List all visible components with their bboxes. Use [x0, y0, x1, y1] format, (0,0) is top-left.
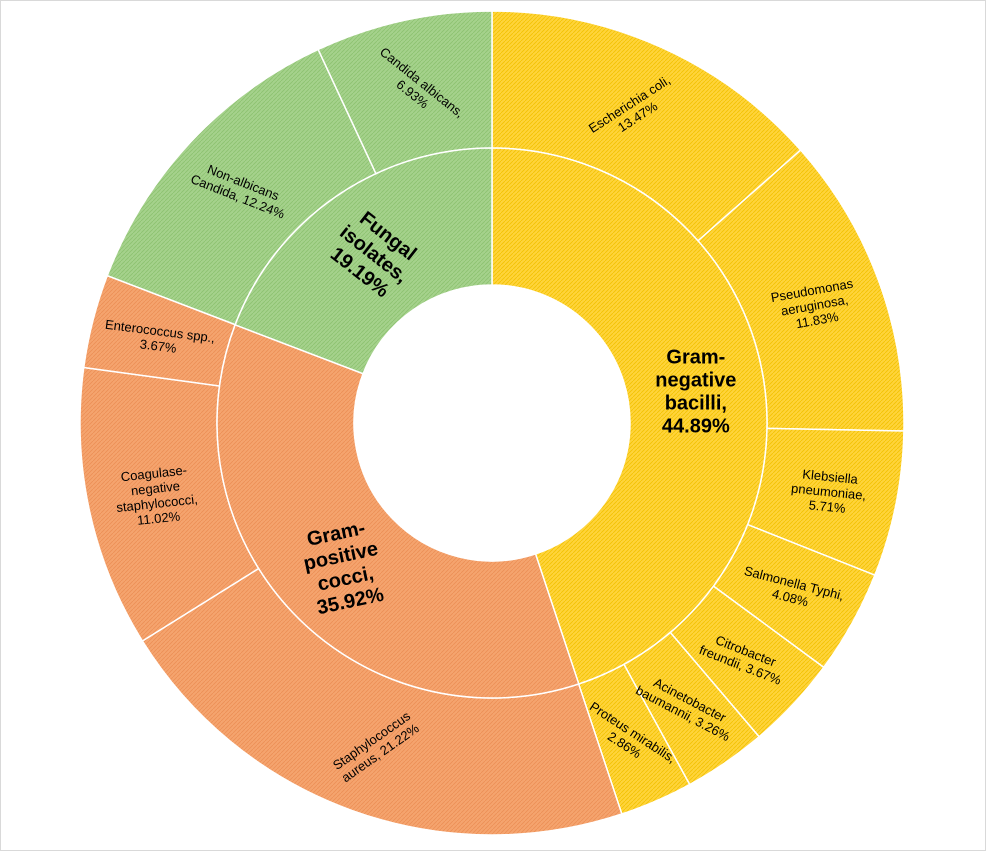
- outer-label-klebsiella-pneumoniae: Klebsiellapneumoniae,5.71%: [789, 465, 868, 517]
- inner-label-gram-negative-bacilli: Gram-negative bacilli, 44.89%: [655, 346, 736, 437]
- inner-slice-fungal-isolates: [234, 147, 493, 375]
- inner-slice-gram-negative-bacilli: [491, 147, 768, 685]
- outer-ring: [79, 10, 905, 836]
- inner-ring: [216, 147, 768, 699]
- inner-slice-gram-positive-cocci: [216, 323, 580, 699]
- outer-label-coagulase-negative-staphylococci: Coagulase-negativestaphylococci,11.02%: [112, 462, 200, 530]
